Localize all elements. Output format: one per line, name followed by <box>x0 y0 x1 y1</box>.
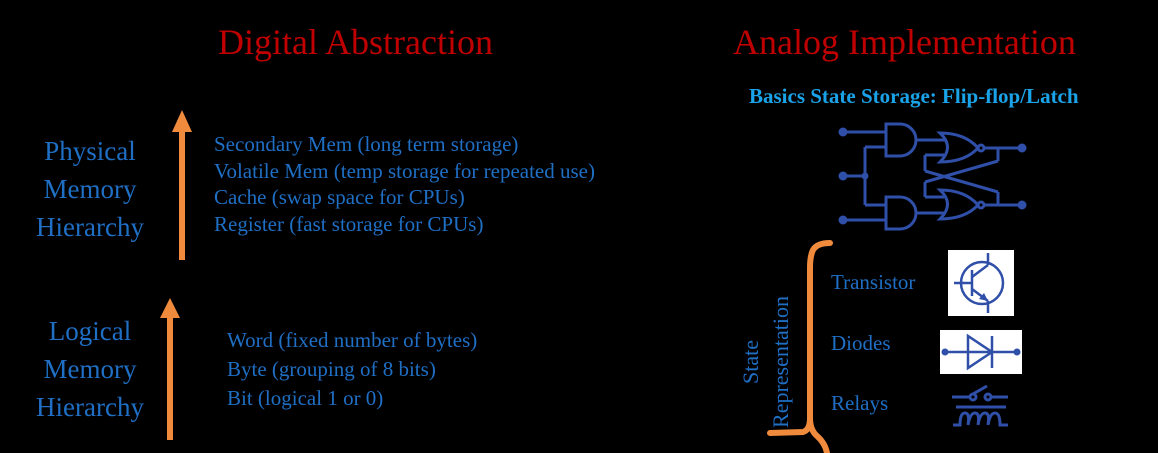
arrow-up-icon <box>160 298 180 440</box>
digital-abstraction-title: Digital Abstraction <box>218 22 493 62</box>
list-item: Bit (logical 1 or 0) <box>227 386 384 410</box>
label-line: Hierarchy <box>36 392 144 422</box>
list-item: Byte (grouping of 8 bits) <box>227 357 436 381</box>
relay-icon <box>952 385 1008 427</box>
list-item: Cache (swap space for CPUs) <box>214 185 465 209</box>
label-line: Hierarchy <box>36 212 144 242</box>
logical-memory-hierarchy-label: Logical Memory Hierarchy <box>5 312 175 426</box>
physical-memory-hierarchy-label: Physical Memory Hierarchy <box>5 132 175 246</box>
label-line: Logical <box>48 316 132 346</box>
arrow-up-icon <box>172 110 192 260</box>
component-label-transistor: Transistor <box>831 270 916 294</box>
component-label-diodes: Diodes <box>831 331 891 355</box>
transistor-icon <box>948 250 1014 316</box>
label-line: Memory <box>43 354 137 384</box>
list-item: Secondary Mem (long term storage) <box>214 132 519 156</box>
list-item: Register (fast storage for CPUs) <box>214 211 484 236</box>
list-item: Word (fixed number of bytes) <box>227 328 478 352</box>
component-label-relays: Relays <box>831 391 889 415</box>
flip-flop-subtitle: Basics State Storage: Flip-flop/Latch <box>749 84 1079 108</box>
label-line: Physical <box>44 136 136 166</box>
label-line: Memory <box>43 174 137 204</box>
flip-flop-latch-diagram <box>838 122 1027 231</box>
list-item: Volatile Mem (temp storage for repeated … <box>214 158 595 183</box>
diode-icon <box>940 330 1022 374</box>
label-line: State <box>738 340 763 384</box>
logical-hierarchy-list: Word (fixed number of bytes) Byte (group… <box>227 326 477 413</box>
analog-implementation-title: Analog Implementation <box>733 22 1076 62</box>
physical-hierarchy-list: Secondary Mem (long term storage) Volati… <box>214 131 595 237</box>
brace-icon <box>767 240 833 453</box>
